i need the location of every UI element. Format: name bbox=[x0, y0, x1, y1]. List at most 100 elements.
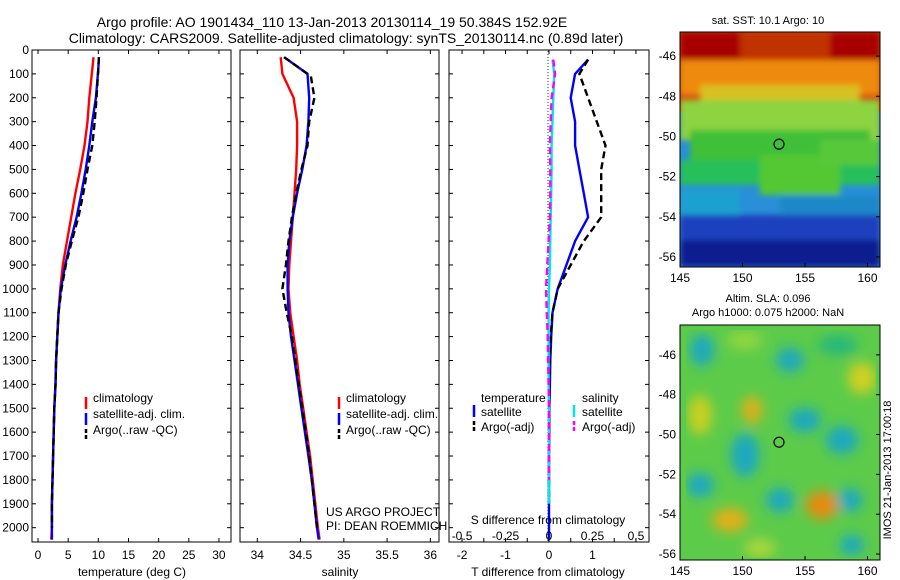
sst-map-title: sat. SST: 10.1 Argo: 10 bbox=[712, 15, 825, 27]
map-x-tick-label: 145 bbox=[670, 271, 690, 285]
y-tick-label: 500 bbox=[9, 162, 29, 176]
x-tick-label: 1 bbox=[589, 548, 596, 562]
x-tick-label: 35.5 bbox=[375, 548, 399, 562]
sst-map-frame bbox=[679, 31, 881, 268]
temperature-ticks: 0 5 10 15 20 25 300100200300400500600700800900… bbox=[2, 43, 231, 562]
difference-legend-salinity: salinity satellite Argo(-adj) bbox=[572, 391, 635, 434]
s-tick-label: -0.5 bbox=[452, 529, 473, 543]
y-tick-label: 1800 bbox=[2, 473, 29, 487]
y-tick-label: 1700 bbox=[2, 449, 29, 463]
map-y-tick-label: -48 bbox=[659, 89, 677, 103]
temperature-lines bbox=[50, 57, 101, 540]
difference-ticks: -2 -1 0 1 bbox=[449, 49, 649, 562]
legend-label-argo: Argo(..raw -QC) bbox=[346, 423, 431, 437]
x-tick-label: 0 bbox=[35, 548, 42, 562]
y-tick-label: 0 bbox=[22, 43, 29, 57]
x-tick-label: 25 bbox=[182, 548, 196, 562]
difference-lines bbox=[544, 58, 607, 540]
map-y-tick-label: -46 bbox=[659, 348, 677, 362]
sla-map-ticks: 145 150 155 160 -46 -48 -50 -52 -54 -56 bbox=[659, 348, 880, 578]
sla-map-panel: Altim. SLA: 0.096 Argo h1000: 0.075 h200… bbox=[659, 293, 894, 578]
map-x-tick-label: 155 bbox=[795, 271, 815, 285]
x-tick-label: -2 bbox=[457, 548, 468, 562]
x-tick-label: 30 bbox=[212, 548, 226, 562]
series-line-argo-raw-qc- bbox=[50, 57, 101, 528]
s-tick-label: -0.25 bbox=[492, 529, 520, 543]
y-tick-label: 800 bbox=[9, 234, 29, 248]
y-tick-label: 200 bbox=[9, 91, 29, 105]
legend-label-t-argo: Argo(-adj) bbox=[481, 420, 534, 434]
y-tick-label: 1200 bbox=[2, 330, 29, 344]
x-tick-label: 10 bbox=[92, 548, 106, 562]
y-tick-label: 1600 bbox=[2, 425, 29, 439]
map-x-tick-label: 150 bbox=[732, 564, 752, 578]
y-tick-label: 1500 bbox=[2, 401, 29, 415]
temperature-legend: climatology satellite-adj. clim. Argo(..… bbox=[84, 391, 185, 441]
sst-map-panel: sat. SST: 10.1 Argo: 10 145 150 bbox=[659, 15, 881, 285]
sla-map-frame bbox=[679, 324, 881, 561]
x-tick-label: 36 bbox=[424, 548, 438, 562]
legend-label-satellite: satellite-adj. clim. bbox=[93, 407, 185, 421]
t-difference-xlabel: T difference from climatology bbox=[471, 565, 625, 579]
imos-timestamp: IMOS 21-Jan-2013 17:00:18 bbox=[882, 401, 894, 540]
sla-map-title-1: Altim. SLA: 0.096 bbox=[726, 293, 811, 305]
s-difference-label: S difference from climatology bbox=[471, 513, 626, 527]
pi-annotation: PI: DEAN ROEMMICH bbox=[326, 519, 447, 533]
y-tick-label: 600 bbox=[9, 186, 29, 200]
y-tick-label: 900 bbox=[9, 258, 29, 272]
salinity-legend: climatology satellite-adj. clim. Argo(..… bbox=[337, 391, 438, 441]
map-y-tick-label: -54 bbox=[659, 210, 677, 224]
s-tick-label: 0.25 bbox=[581, 529, 605, 543]
map-x-tick-label: 160 bbox=[857, 564, 877, 578]
map-y-tick-label: -46 bbox=[659, 49, 677, 63]
legend-label-satellite: satellite-adj. clim. bbox=[346, 407, 438, 421]
x-tick-label: 34.5 bbox=[289, 548, 313, 562]
y-tick-label: 1000 bbox=[2, 282, 29, 296]
series-line-argo-raw-qc- bbox=[281, 56, 319, 528]
map-y-tick-label: -52 bbox=[659, 170, 677, 184]
sla-heatmap bbox=[680, 325, 880, 560]
y-tick-label: 1100 bbox=[3, 306, 29, 320]
s-difference-tick-labels: -0.5 -0.25 0 0.25 0.5 bbox=[452, 529, 645, 543]
x-tick-label: 5 bbox=[65, 548, 72, 562]
legend-label-s-argo: Argo(-adj) bbox=[582, 420, 635, 434]
legend-label-argo: Argo(..raw -QC) bbox=[93, 423, 178, 437]
title-line-2: Climatology: CARS2009. Satellite-adjuste… bbox=[69, 30, 624, 46]
y-tick-label: 100 bbox=[9, 67, 29, 81]
y-tick-label: 700 bbox=[9, 210, 29, 224]
x-tick-label: 0 bbox=[546, 548, 553, 562]
title-line-1: Argo profile: AO 1901434_110 13-Jan-2013… bbox=[97, 14, 567, 30]
s-tick-label: 0 bbox=[546, 529, 553, 543]
sst-map-ticks: 145 150 155 160 -46 -48 -50 -52 -54 -56 bbox=[659, 49, 880, 285]
argo-float-marker bbox=[773, 436, 785, 448]
s-tick-label: 0.5 bbox=[628, 529, 645, 543]
x-tick-label: 15 bbox=[122, 548, 136, 562]
y-tick-label: 1900 bbox=[2, 497, 29, 511]
salinity-lines bbox=[279, 56, 321, 540]
x-tick-label: 20 bbox=[152, 548, 166, 562]
project-annotation: US ARGO PROJECT bbox=[326, 505, 441, 519]
salinity-xlabel: salinity bbox=[322, 565, 359, 579]
y-tick-label: 300 bbox=[9, 115, 29, 129]
salinity-panel: 34 34.5 35 35.5 36 climatology satellite-adj… bbox=[239, 49, 447, 579]
temperature-panel: 0 5 10 15 20 25 300100200300400500600700800900… bbox=[2, 43, 232, 579]
map-x-tick-label: 160 bbox=[857, 271, 877, 285]
map-y-tick-label: -52 bbox=[659, 467, 677, 481]
temperature-axes-box bbox=[31, 49, 232, 543]
map-x-tick-label: 145 bbox=[670, 564, 690, 578]
map-y-tick-label: -50 bbox=[659, 428, 677, 442]
sla-map-title-2: Argo h1000: 0.075 h2000: NaN bbox=[692, 307, 844, 319]
y-tick-label: 2000 bbox=[2, 521, 29, 535]
salinity-axes-box bbox=[239, 49, 440, 543]
legend-label-climatology: climatology bbox=[346, 391, 406, 405]
map-y-tick-label: -56 bbox=[659, 250, 677, 264]
legend-heading-salinity: salinity bbox=[582, 391, 619, 405]
y-tick-label: 1300 bbox=[2, 353, 29, 367]
legend-label-s-satellite: satellite bbox=[582, 405, 623, 419]
difference-panel: -2 -1 0 1 temperature satellite Argo(-adj) … bbox=[448, 49, 650, 579]
map-y-tick-label: -50 bbox=[659, 129, 677, 143]
x-tick-label: 35 bbox=[337, 548, 351, 562]
map-x-tick-label: 155 bbox=[795, 564, 815, 578]
y-tick-label: 400 bbox=[9, 139, 29, 153]
map-y-tick-label: -54 bbox=[659, 507, 677, 521]
